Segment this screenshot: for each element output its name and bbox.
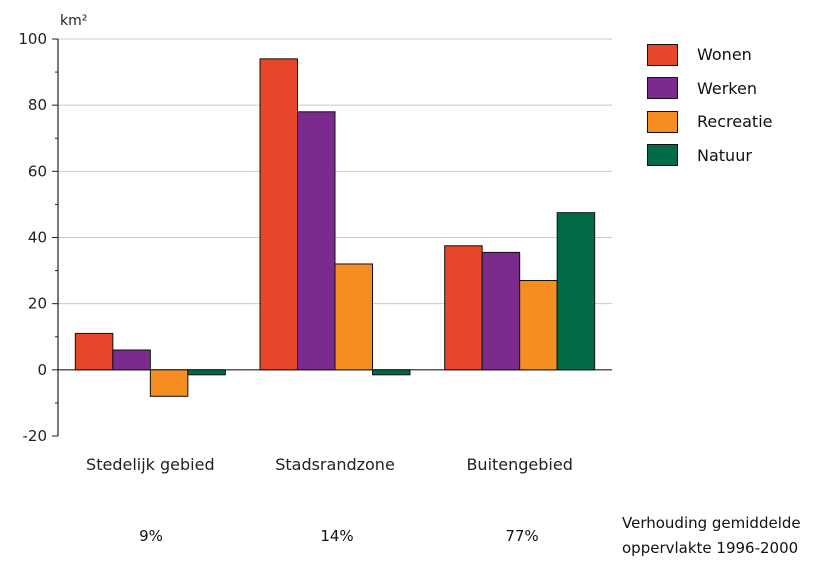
legend-item-recreatie: Recreatie — [647, 105, 772, 139]
shares-note-line-2: oppervlakte 1996-2000 — [622, 539, 799, 557]
bar-wonen-buitengebied — [444, 245, 483, 371]
legend-item-natuur: Natuur — [647, 139, 772, 173]
shares-note: Verhouding gemiddelde oppervlakte 1996-2… — [622, 511, 801, 561]
x-category-label: Stadsrandzone — [275, 455, 395, 474]
y-tick-label: -20 — [23, 427, 48, 445]
share-stadsrandzone: 14% — [320, 527, 354, 545]
bar-recreatie-stadsrandzone — [334, 263, 373, 371]
y-tick-label: 0 — [37, 361, 47, 379]
bar-werken-buitengebied — [481, 251, 521, 371]
tick-labels: -20 0 20 40 60 80 100 Stedelijk gebied Stadsrand… — [18, 30, 573, 474]
legend-item-werken: Werken — [647, 72, 772, 106]
y-tick-label: 100 — [18, 30, 47, 48]
y-unit-label: km² — [60, 13, 87, 29]
legend-label-recreatie: Recreatie — [697, 112, 773, 132]
legend-swatch-werken — [647, 77, 678, 100]
bars — [74, 58, 596, 397]
bar-natuur-stedelijk-gebied — [187, 369, 226, 376]
legend-swatch-natuur — [647, 144, 678, 167]
bar-recreatie-buitengebied — [519, 280, 558, 371]
legend-swatch-wonen — [647, 43, 678, 66]
y-tick-label: 40 — [28, 229, 47, 247]
bar-werken-stedelijk-gebied — [112, 349, 151, 371]
x-category-label: Stedelijk gebied — [86, 455, 215, 474]
legend-label-natuur: Natuur — [697, 145, 752, 165]
legend-label-werken: Werken — [697, 78, 757, 98]
x-category-label: Buitengebied — [466, 455, 572, 474]
bar-recreatie-stedelijk-gebied — [149, 369, 189, 397]
bar-wonen-stadsrandzone — [259, 58, 298, 371]
legend: Wonen Werken Recreatie Natuur — [647, 38, 772, 172]
bar-wonen-stedelijk-gebied — [74, 332, 114, 371]
bar-natuur-buitengebied — [556, 212, 596, 371]
share-buitengebied: 77% — [505, 527, 539, 545]
y-tick-label: 80 — [28, 96, 47, 114]
share-stedelijk-gebied: 9% — [139, 527, 163, 545]
bar-werken-stadsrandzone — [297, 111, 336, 371]
legend-swatch-recreatie — [647, 110, 678, 133]
legend-label-wonen: Wonen — [697, 45, 752, 65]
legend-item-wonen: Wonen — [647, 38, 772, 72]
shares-note-line-1: Verhouding gemiddelde — [622, 514, 801, 532]
y-tick-label: 60 — [28, 162, 47, 180]
bar-natuur-stadsrandzone — [372, 369, 411, 376]
y-tick-label: 20 — [28, 295, 47, 313]
